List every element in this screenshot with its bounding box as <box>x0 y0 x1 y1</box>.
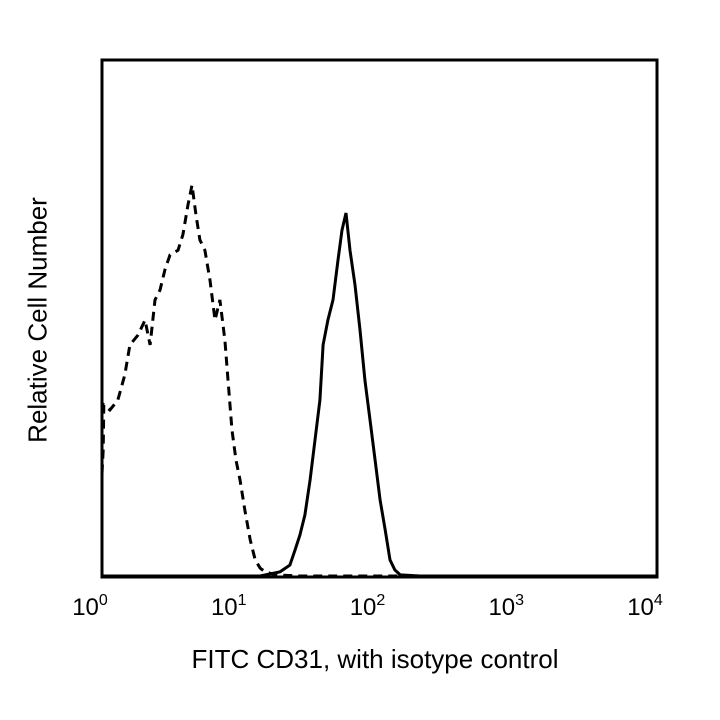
y-axis-label: Relative Cell Number <box>22 197 53 443</box>
x-axis-label: FITC CD31, with isotype control <box>191 644 559 674</box>
x-tick-label: 100 <box>72 592 108 621</box>
x-tick-label: 102 <box>350 592 386 621</box>
x-tick-label: 104 <box>627 592 663 621</box>
x-tick-label: 101 <box>211 592 247 621</box>
x-tick-label: 103 <box>488 592 524 621</box>
isotype-control-curve <box>100 184 657 578</box>
cd31-curve <box>102 212 657 578</box>
